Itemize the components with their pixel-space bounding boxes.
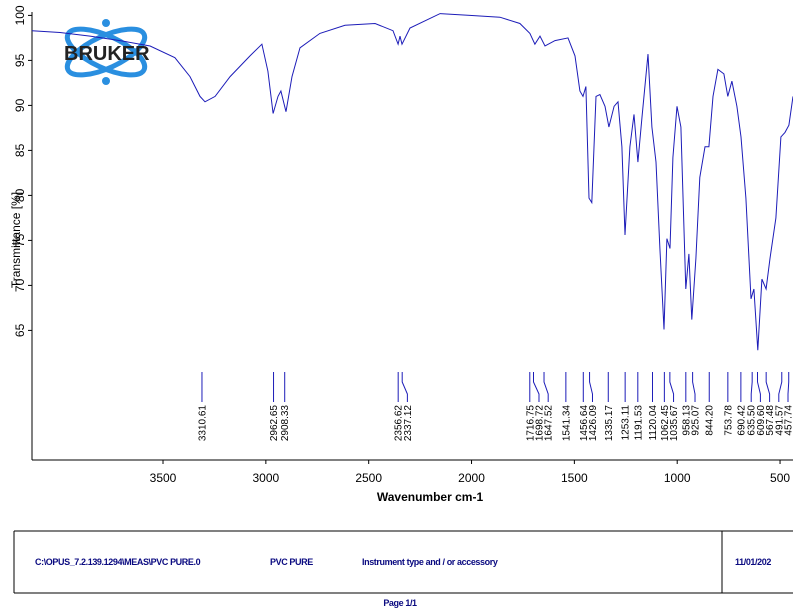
peak-label: 1035.67 [669,405,680,442]
peak-label: 958.13 [681,405,692,436]
y-tick-label: 75 [13,233,27,247]
peak-label: 3310.61 [197,405,208,442]
y-tick-label: 95 [13,53,27,67]
x-tick-label: 500 [770,471,790,485]
x-tick-label: 3500 [150,471,177,485]
logo-dot [102,77,110,85]
peak-label: 690.42 [736,405,747,436]
peak-label: 457.74 [784,405,793,436]
peak-label: 491.57 [774,405,785,436]
peak-label: 1191.53 [633,405,644,441]
x-tick-label: 2000 [458,471,485,485]
peak-marker [750,372,753,402]
logo-text: BRUKER [64,43,150,65]
peak-label: 753.78 [723,405,734,436]
peak-marker [401,372,408,402]
peak-label: 1120.04 [648,405,659,441]
peak-label: 1456.64 [579,405,590,442]
x-tick-label: 1500 [561,471,588,485]
peak-label: 2962.65 [269,405,280,442]
y-axis-label: Transmittance [%] [9,192,23,288]
peak-marker [589,372,593,402]
peak-label: 1698.72 [534,405,545,442]
x-tick-label: 2500 [355,471,382,485]
peak-marker [778,372,783,402]
y-tick-label: 65 [13,323,27,337]
peak-label: 1647.52 [544,405,555,442]
logo: BRUKER [64,19,150,85]
y-tick-label: 70 [13,278,27,292]
page-number: Page 1/1 [383,598,417,608]
x-axis-label: Wavenumber cm-1 [377,490,484,504]
peak-label: 609.60 [756,405,767,436]
peak-label: 844.20 [705,405,716,436]
peak-label: 567.48 [765,405,776,436]
peak-label: 1716.75 [525,405,536,442]
peak-label: 2356.62 [394,405,405,442]
footer-sample: PVC PURE [270,557,313,567]
peak-label: 2337.12 [403,405,414,442]
footer-date: 11/01/202 [735,557,771,567]
x-tick-label: 3000 [253,471,280,485]
peak-marker [669,372,675,402]
logo-dot [102,19,110,27]
peak-label: 1335.17 [604,405,615,442]
peak-label: 2908.33 [280,405,291,442]
y-tick-label: 85 [13,143,27,157]
peak-label: 1541.34 [561,405,572,442]
peak-marker [787,372,790,402]
peak-label: 635.50 [747,405,758,436]
y-tick-label: 90 [13,98,27,112]
y-tick-label: 100 [13,5,27,25]
peak-marker [543,372,549,402]
peak-marker [532,372,540,402]
peak-marker [757,372,761,402]
peak-label: 925.07 [691,405,702,436]
spectrum [32,13,793,351]
peak-label: 1253.11 [621,405,632,441]
footer-path: C:\OPUS_7.2.139.1294\MEAS\PVC PURE.0 [35,557,201,567]
peak-marker [692,372,696,402]
peak-marker [765,372,771,402]
y-tick-label: 80 [13,188,27,202]
logo-orbit [64,26,148,78]
peak-label: 1426.09 [588,405,599,442]
peak-label: 1062.45 [660,405,671,442]
footer-instrument: Instrument type and / or accessory [362,557,498,567]
footer: C:\OPUS_7.2.139.1294\MEAS\PVC PURE.0 PVC… [13,530,793,608]
x-tick-label: 1000 [664,471,691,485]
